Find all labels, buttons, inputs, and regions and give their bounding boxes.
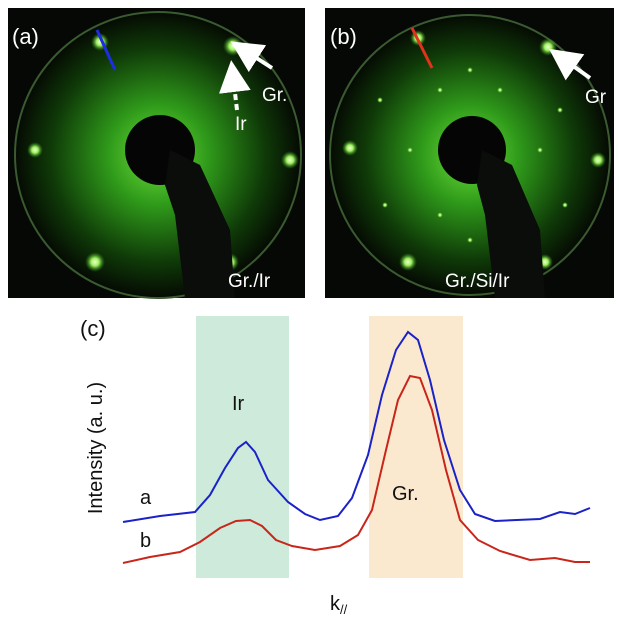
panel-label: (b) [330, 24, 357, 49]
band-gr [369, 316, 463, 578]
leed-pattern-b: (b) Gr Gr./Si/Ir [325, 8, 614, 298]
curve-b [122, 374, 590, 564]
curve-label: a [140, 487, 152, 509]
spot-label: Gr. [262, 85, 287, 106]
band-label: Ir [232, 393, 245, 415]
band-label: Gr. [392, 483, 419, 505]
y-axis-label: Intensity (a. u.) [85, 382, 107, 514]
x-axis-label: k// [330, 593, 348, 617]
spot-label: Ir [235, 114, 247, 135]
spot-label: Gr [585, 87, 607, 108]
leed-pattern-a: (a) Gr. Ir Gr./Ir [8, 8, 305, 299]
caption: Gr./Ir [228, 271, 271, 292]
profile-plot: (c) Ir Gr. a b Intensity (a. u.) k// [80, 316, 591, 617]
curve-label: b [140, 530, 151, 552]
x-axis-label-main: k [330, 593, 341, 615]
caption: Gr./Si/Ir [445, 271, 510, 292]
curve-a [122, 330, 591, 523]
panel-label: (a) [12, 24, 39, 49]
x-axis-label-sub: // [340, 602, 348, 617]
panel-label: (c) [80, 316, 106, 341]
